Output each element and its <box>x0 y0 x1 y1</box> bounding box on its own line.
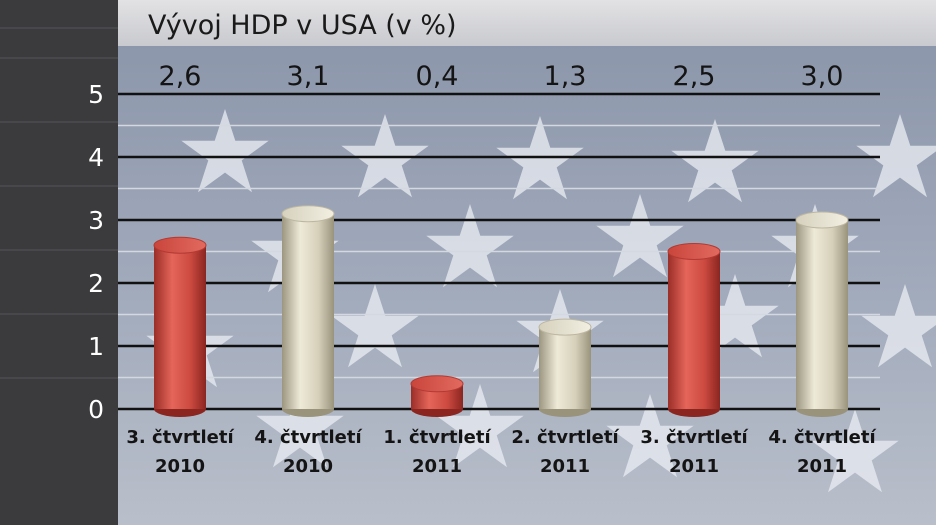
value-label: 1,3 <box>544 61 587 92</box>
bar-body <box>668 251 720 409</box>
bar <box>281 205 335 417</box>
y-tick-label: 1 <box>88 332 104 361</box>
value-label: 3,0 <box>801 61 844 92</box>
x-tick-label: 2010 <box>155 456 205 477</box>
star-icon <box>256 384 344 468</box>
bar-body <box>539 327 591 409</box>
chart-title: Vývoj HDP v USA (v %) <box>148 10 457 41</box>
bar-body <box>796 220 848 409</box>
x-tick-label: 3. čtvrtletí <box>640 427 748 448</box>
star-icon <box>181 109 269 193</box>
x-tick-label: 4. čtvrtletí <box>254 427 362 448</box>
star-icon <box>861 284 936 368</box>
star-icon <box>596 194 684 278</box>
star-icon <box>341 114 429 198</box>
y-tick-labels: 0 1 2 3 4 5 <box>88 80 104 424</box>
x-tick-label: 2. čtvrtletí <box>511 427 619 448</box>
gridlines <box>118 92 880 411</box>
star-icon <box>691 274 779 358</box>
bar <box>410 375 464 417</box>
bar-body <box>282 213 334 409</box>
bar-top <box>153 236 207 254</box>
y-tick-label: 2 <box>88 269 104 298</box>
value-label: 3,1 <box>287 61 330 92</box>
x-tick-label: 2011 <box>412 456 462 477</box>
y-tick-label: 4 <box>88 143 104 172</box>
y-tick-label: 0 <box>88 395 104 424</box>
x-tick-label: 2011 <box>540 456 590 477</box>
bar <box>538 318 592 417</box>
x-tick-labels: 3. čtvrtletí 2010 4. čtvrtletí 2010 1. čtvrt… <box>126 427 876 477</box>
value-label: 0,4 <box>416 61 459 92</box>
value-labels: 2,6 3,1 0,4 1,3 2,5 3,0 <box>159 61 844 92</box>
bar <box>667 243 721 417</box>
star-icon <box>856 114 936 198</box>
x-tick-label: 2010 <box>283 456 333 477</box>
star-icon <box>331 284 419 368</box>
bar-top <box>795 211 849 229</box>
bar-top <box>281 205 335 223</box>
star-icon <box>426 204 514 288</box>
star-icon <box>436 384 524 468</box>
title-banner <box>118 0 936 46</box>
bar <box>153 236 207 417</box>
x-tick-label: 2011 <box>669 456 719 477</box>
star-icon <box>811 409 899 493</box>
star-icon <box>606 394 694 478</box>
bars <box>153 205 849 417</box>
left-strip-lines <box>0 27 118 379</box>
x-tick-label: 3. čtvrtletí <box>126 427 234 448</box>
star-icon <box>671 119 759 203</box>
left-axis-strip <box>0 0 118 525</box>
y-tick-label: 5 <box>88 80 104 109</box>
bar-body <box>154 245 206 409</box>
bar-top <box>410 375 464 393</box>
x-tick-label: 4. čtvrtletí <box>768 427 876 448</box>
bar-top <box>538 318 592 336</box>
bar <box>795 211 849 417</box>
value-label: 2,5 <box>673 61 716 92</box>
x-tick-label: 2011 <box>797 456 847 477</box>
x-tick-label: 1. čtvrtletí <box>383 427 491 448</box>
value-label: 2,6 <box>159 61 202 92</box>
y-tick-label: 3 <box>88 206 104 235</box>
bar-top <box>667 243 721 260</box>
